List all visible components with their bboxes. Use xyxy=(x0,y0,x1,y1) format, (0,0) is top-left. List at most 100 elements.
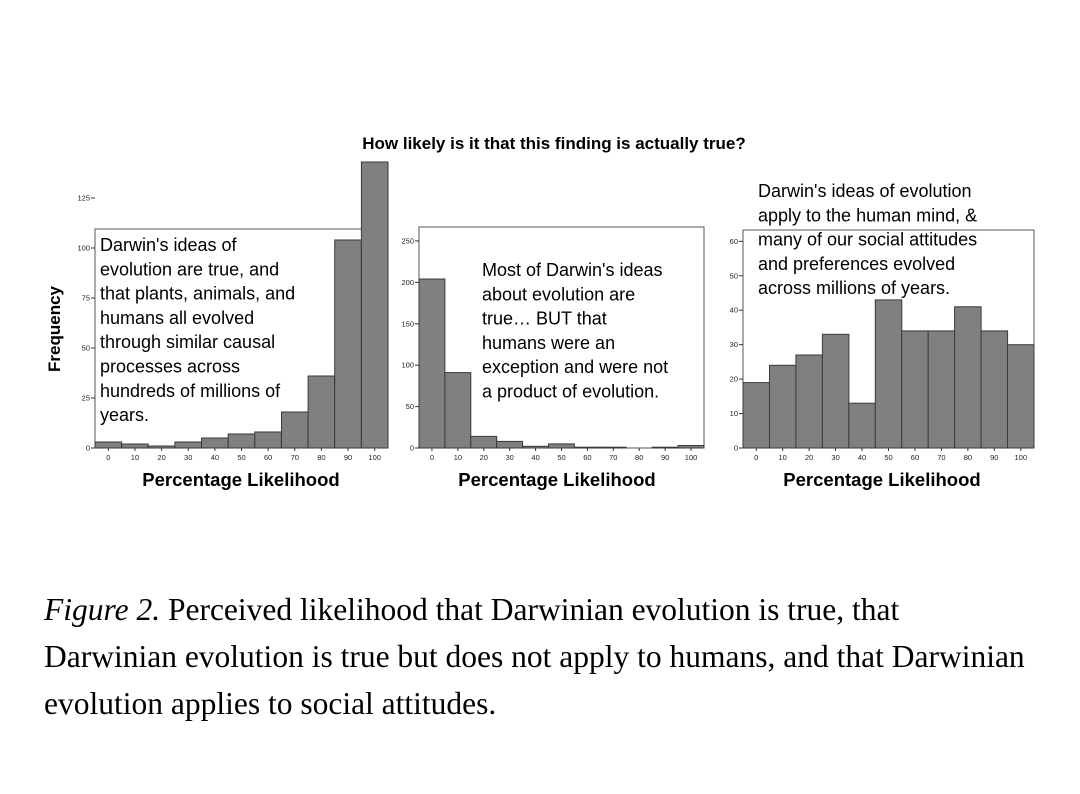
y-ticks: 0 50 100 150 200 250 xyxy=(401,236,419,453)
bar-90 xyxy=(334,239,362,449)
annotation-line: apply to the human mind, & xyxy=(758,205,977,225)
annotation-line: through similar causal xyxy=(100,332,275,352)
annotation-line: evolution are true, and xyxy=(100,259,279,279)
y-ticks: 0 25 50 75 100 125 xyxy=(77,194,95,453)
x-axis-label: Percentage Likelihood xyxy=(783,469,980,490)
x-tick-label: 90 xyxy=(661,453,669,462)
caption-label: Figure 2. xyxy=(44,592,161,627)
bar-10 xyxy=(444,372,472,449)
x-tick-label: 50 xyxy=(237,453,245,462)
annotation-line: Darwin's ideas of xyxy=(100,235,237,255)
x-tick-label: 90 xyxy=(344,453,352,462)
x-tick-label: 40 xyxy=(858,453,866,462)
annotation: Darwin's ideas of evolution apply to the … xyxy=(758,181,977,298)
x-tick-label: 0 xyxy=(106,453,110,462)
annotation-line: humans all evolved xyxy=(100,308,254,328)
x-tick-label: 100 xyxy=(368,453,381,462)
panel-except-humans: 0 50 100 150 200 250 0 10 20 30 40 50 60 70 80 90 100 M… xyxy=(401,226,705,490)
x-ticks: 0 10 20 30 40 50 60 70 80 90 100 xyxy=(754,448,1027,462)
x-ticks: 0 10 20 30 40 50 60 70 80 90 100 xyxy=(106,448,381,462)
bar-80 xyxy=(954,306,982,449)
annotation-line: processes across xyxy=(100,357,240,377)
annotation-line: exception and were not xyxy=(482,357,668,377)
bars xyxy=(94,161,389,449)
x-ticks: 0 10 20 30 40 50 60 70 80 90 100 xyxy=(430,448,697,462)
x-tick-label: 80 xyxy=(964,453,972,462)
y-tick-label: 200 xyxy=(401,278,414,287)
y-tick-label: 40 xyxy=(730,306,738,315)
figure-caption: Figure 2. Perceived likelihood that Darw… xyxy=(44,586,1034,727)
bar-30 xyxy=(174,441,202,449)
y-tick-label: 60 xyxy=(730,237,738,246)
x-tick-label: 10 xyxy=(454,453,462,462)
x-tick-label: 10 xyxy=(779,453,787,462)
bar-40 xyxy=(848,402,876,449)
bar-50 xyxy=(874,299,903,449)
annotation-line: many of our social attitudes xyxy=(758,230,977,250)
bar-10 xyxy=(121,443,149,449)
y-ticks: 0 10 20 30 40 50 60 xyxy=(730,237,743,453)
bar-60 xyxy=(901,330,929,449)
y-tick-label: 125 xyxy=(77,194,90,203)
annotation-line: years. xyxy=(100,405,149,425)
caption-text: Perceived likelihood that Darwinian evol… xyxy=(44,592,1025,721)
bar-40 xyxy=(522,445,549,449)
x-tick-label: 30 xyxy=(506,453,514,462)
x-tick-label: 20 xyxy=(480,453,488,462)
y-tick-label: 0 xyxy=(86,444,90,453)
bar-20 xyxy=(147,445,176,449)
bars xyxy=(742,299,1035,449)
bar-70 xyxy=(281,411,309,449)
x-tick-label: 90 xyxy=(990,453,998,462)
y-tick-label: 25 xyxy=(82,394,90,403)
annotation-line: across millions of years. xyxy=(758,278,950,298)
bar-90 xyxy=(980,330,1009,449)
bar-100 xyxy=(677,445,705,449)
bar-50 xyxy=(548,443,575,449)
x-tick-label: 80 xyxy=(317,453,325,462)
y-tick-label: 20 xyxy=(730,375,738,384)
annotation: Darwin's ideas of evolution are true, and… xyxy=(100,235,295,425)
x-tick-label: 0 xyxy=(430,453,434,462)
bar-80 xyxy=(307,375,336,449)
annotation: Most of Darwin's ideas about evolution ar… xyxy=(482,260,668,402)
y-tick-label: 0 xyxy=(410,444,414,453)
bar-70 xyxy=(599,446,627,449)
x-tick-label: 10 xyxy=(131,453,139,462)
bar-10 xyxy=(769,364,797,449)
bars xyxy=(418,278,705,449)
x-axis-label: Percentage Likelihood xyxy=(458,469,655,490)
annotation-line: hundreds of millions of xyxy=(100,381,281,401)
bar-0 xyxy=(94,441,123,449)
y-tick-label: 0 xyxy=(734,444,738,453)
x-tick-label: 30 xyxy=(184,453,192,462)
bar-40 xyxy=(201,437,229,449)
x-tick-label: 0 xyxy=(754,453,758,462)
x-tick-label: 50 xyxy=(557,453,565,462)
bar-20 xyxy=(795,354,823,449)
x-tick-label: 60 xyxy=(911,453,919,462)
x-tick-label: 60 xyxy=(583,453,591,462)
annotation-line: Darwin's ideas of evolution xyxy=(758,181,972,201)
x-tick-label: 40 xyxy=(211,453,219,462)
y-tick-label: 50 xyxy=(82,344,90,353)
bar-30 xyxy=(821,333,850,449)
bar-0 xyxy=(418,278,446,449)
y-tick-label: 75 xyxy=(82,294,90,303)
x-axis-label: Percentage Likelihood xyxy=(142,469,339,490)
x-tick-label: 20 xyxy=(157,453,165,462)
y-tick-label: 100 xyxy=(401,361,414,370)
annotation-line: and preferences evolved xyxy=(758,254,955,274)
bar-70 xyxy=(927,330,956,449)
annotation-line: Most of Darwin's ideas xyxy=(482,260,663,280)
x-tick-label: 20 xyxy=(805,453,813,462)
annotation-line: a product of evolution. xyxy=(482,382,659,402)
y-tick-label: 30 xyxy=(730,340,738,349)
annotation-line: about evolution are xyxy=(482,284,635,304)
bar-20 xyxy=(470,435,498,449)
y-tick-label: 50 xyxy=(406,402,414,411)
bar-30 xyxy=(496,440,524,449)
annotation-line: true… BUT that xyxy=(482,309,607,329)
y-tick-label: 50 xyxy=(730,271,738,280)
